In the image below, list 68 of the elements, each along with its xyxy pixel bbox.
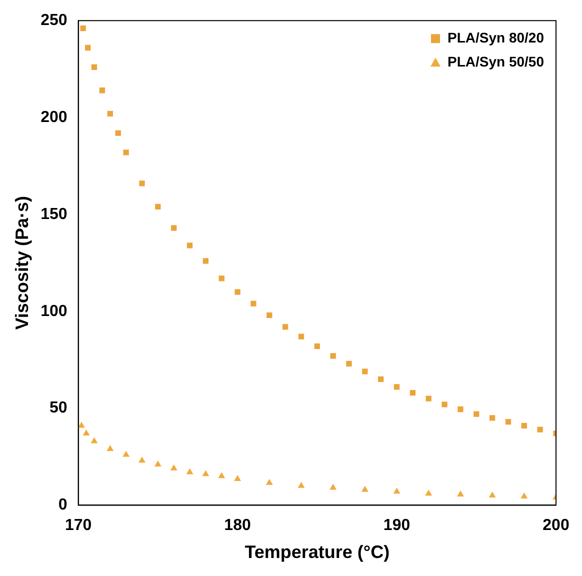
x-tick-label: 180 bbox=[224, 517, 251, 534]
point bbox=[78, 422, 85, 428]
legend-label: PLA/Syn 80/20 bbox=[448, 29, 544, 46]
y-tick-label: 200 bbox=[40, 108, 68, 126]
point bbox=[123, 150, 129, 156]
y-tick-label: 50 bbox=[50, 400, 68, 417]
x-axis-title: Temperature (°C) bbox=[244, 542, 390, 562]
point bbox=[520, 492, 528, 498]
point bbox=[250, 300, 256, 306]
point bbox=[298, 482, 305, 488]
point bbox=[139, 180, 145, 186]
y-axis-title: Viscosity (Pa·s) bbox=[12, 196, 32, 330]
point bbox=[425, 490, 432, 496]
point bbox=[394, 384, 400, 390]
point bbox=[426, 396, 432, 402]
point bbox=[234, 289, 240, 295]
point bbox=[361, 486, 368, 492]
point bbox=[186, 468, 194, 474]
point bbox=[314, 343, 320, 350]
point bbox=[202, 470, 210, 476]
point bbox=[266, 478, 273, 485]
point bbox=[537, 426, 543, 432]
point bbox=[80, 26, 86, 32]
point bbox=[442, 402, 448, 408]
point bbox=[505, 419, 512, 425]
point bbox=[410, 390, 416, 396]
point bbox=[170, 464, 178, 470]
y-tick-label: 250 bbox=[40, 12, 68, 30]
point bbox=[298, 334, 304, 340]
point bbox=[122, 450, 130, 457]
x-tick-label: 200 bbox=[542, 517, 570, 534]
point bbox=[330, 353, 336, 359]
point bbox=[266, 312, 272, 318]
point bbox=[106, 444, 114, 451]
x-tick-label: 170 bbox=[64, 517, 92, 534]
point bbox=[456, 490, 464, 497]
point bbox=[171, 225, 177, 231]
point bbox=[154, 460, 162, 466]
point bbox=[234, 475, 241, 482]
point bbox=[138, 456, 146, 463]
point bbox=[330, 484, 337, 490]
y-tick-label: 150 bbox=[40, 206, 68, 223]
x-tick-label: 190 bbox=[383, 517, 410, 534]
point bbox=[489, 415, 496, 421]
legend-label: PLA/Syn 50/50 bbox=[448, 53, 544, 70]
point bbox=[218, 276, 224, 282]
y-tick-label: 100 bbox=[40, 302, 68, 320]
point bbox=[521, 422, 527, 429]
point bbox=[85, 44, 91, 51]
point bbox=[378, 376, 384, 382]
point bbox=[458, 406, 464, 412]
point bbox=[115, 130, 121, 136]
point bbox=[186, 242, 193, 248]
point bbox=[90, 437, 98, 444]
point bbox=[474, 411, 480, 417]
point bbox=[99, 88, 106, 94]
point bbox=[282, 324, 288, 330]
point bbox=[155, 204, 161, 210]
point bbox=[346, 360, 352, 367]
point bbox=[362, 368, 368, 374]
point bbox=[218, 472, 226, 478]
point bbox=[202, 258, 209, 264]
point bbox=[107, 110, 113, 116]
point bbox=[393, 488, 400, 494]
point bbox=[91, 64, 98, 70]
y-tick-label: 0 bbox=[58, 496, 68, 514]
point bbox=[82, 429, 90, 436]
point bbox=[488, 492, 496, 498]
